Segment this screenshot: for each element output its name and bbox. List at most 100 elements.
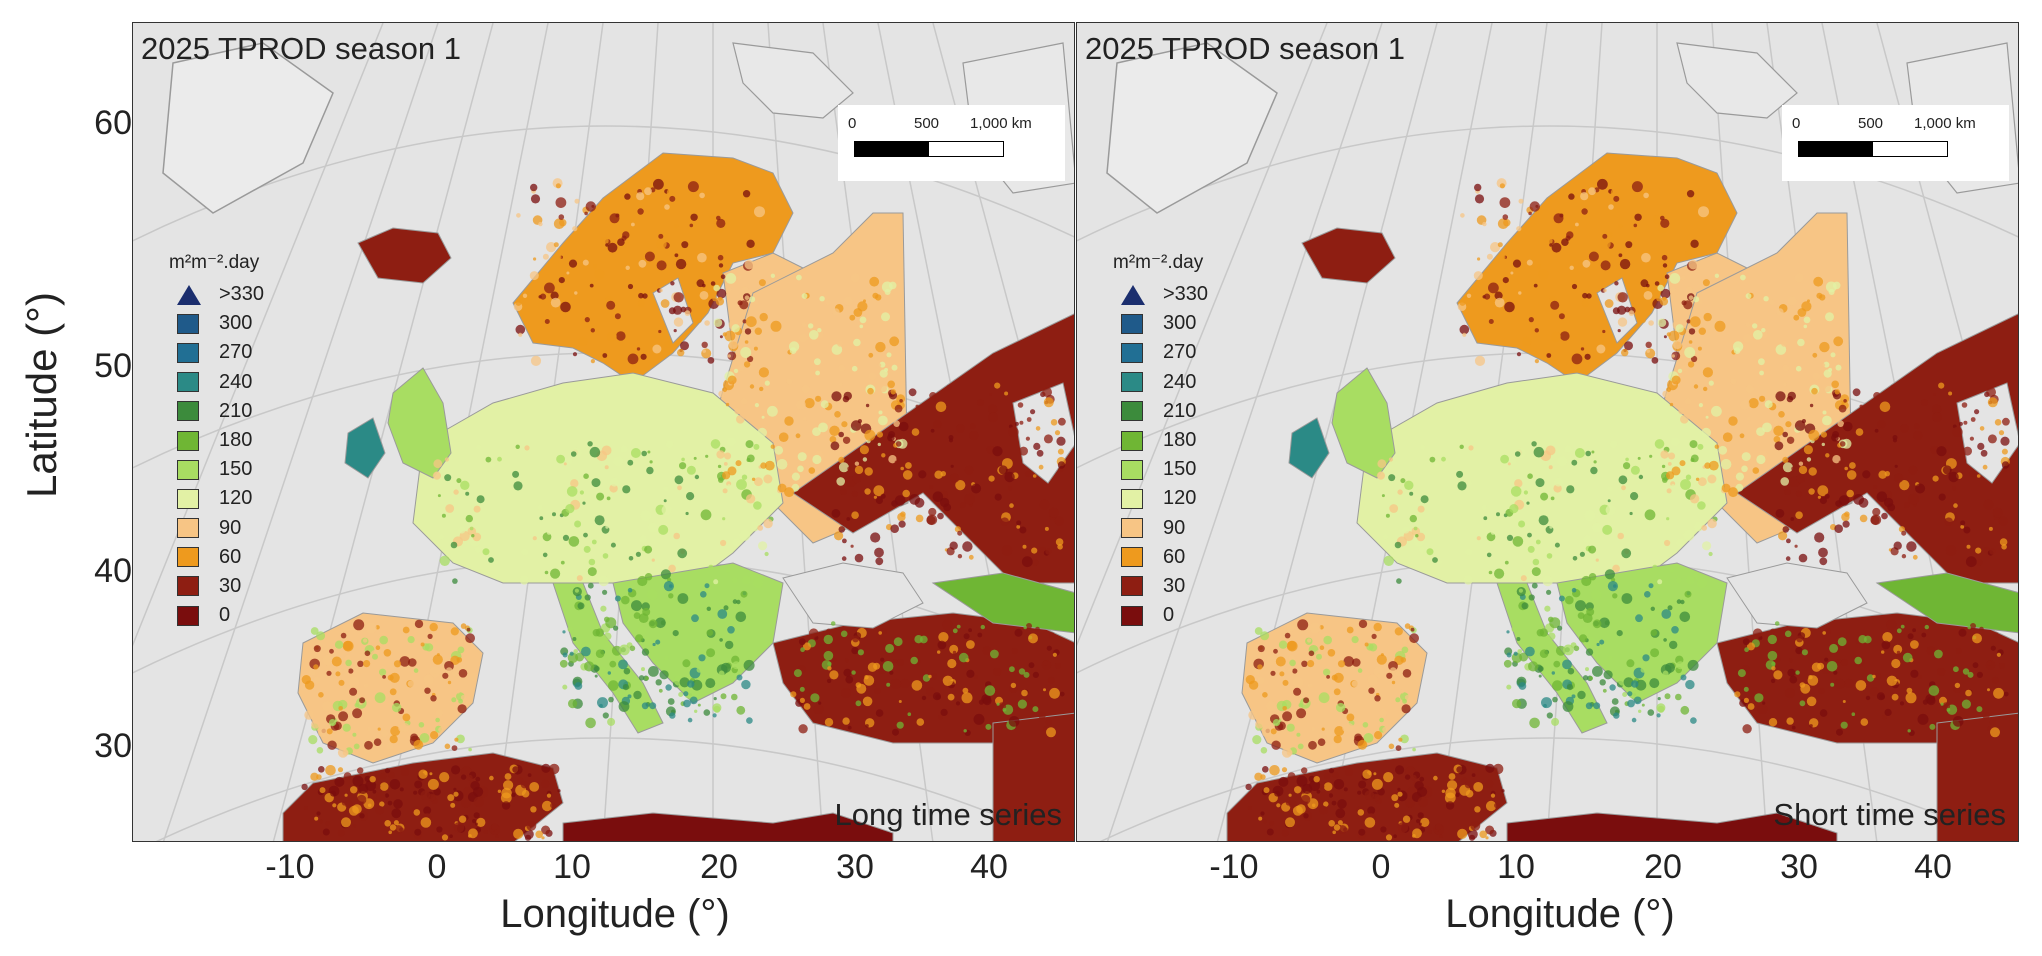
land-pixel	[1732, 341, 1744, 352]
land-pixel	[1459, 324, 1470, 335]
land-pixel	[1616, 630, 1623, 637]
land-pixel	[1917, 674, 1922, 679]
land-pixel	[1546, 353, 1552, 358]
land-pixel	[1607, 231, 1613, 238]
land-pixel	[539, 516, 544, 521]
land-pixel	[1819, 496, 1827, 505]
land-pixel	[744, 259, 755, 270]
land-pixel	[1397, 822, 1409, 833]
land-pixel	[1702, 541, 1712, 551]
land-pixel	[1785, 421, 1792, 428]
land-pixel	[681, 241, 689, 249]
land-pixel	[740, 398, 748, 405]
land-pixel	[1648, 583, 1654, 589]
land-pixel	[720, 539, 727, 547]
land-pixel	[892, 659, 898, 664]
land-pixel	[1281, 767, 1288, 773]
land-pixel	[501, 801, 511, 810]
land-pixel	[663, 581, 675, 592]
land-pixel	[511, 792, 516, 797]
land-pixel	[1358, 780, 1367, 789]
land-pixel	[793, 669, 802, 678]
land-pixel	[1376, 471, 1385, 480]
land-pixel	[1747, 703, 1755, 710]
land-pixel	[542, 552, 548, 558]
land-pixel	[402, 626, 410, 634]
land-pixel	[1665, 662, 1675, 673]
land-pixel	[1976, 706, 1983, 713]
legend-item: 300	[1121, 309, 1208, 338]
land-pixel	[899, 421, 909, 432]
land-pixel	[1657, 705, 1665, 713]
land-pixel	[1404, 797, 1416, 808]
land-pixel	[357, 767, 364, 774]
land-pixel	[915, 404, 919, 408]
land-pixel	[1514, 479, 1523, 488]
land-pixel	[1592, 619, 1602, 629]
land-pixel	[1623, 677, 1634, 688]
land-pixel	[367, 803, 372, 808]
land-pixel	[423, 674, 434, 685]
land-pixel	[1558, 313, 1565, 320]
land-pixel	[1976, 474, 1981, 478]
land-pixel	[978, 699, 985, 705]
land-pixel	[804, 398, 815, 409]
land-pixel	[1538, 674, 1542, 678]
land-pixel	[1872, 507, 1881, 517]
x-tick: 30	[836, 848, 874, 886]
land-pixel	[1460, 213, 1465, 218]
legend-item: 150	[177, 455, 264, 484]
legend-item: 270	[177, 338, 264, 367]
land-pixel	[1654, 439, 1665, 449]
libya-egypt-region	[562, 812, 894, 841]
land-pixel	[1649, 454, 1653, 458]
land-pixel	[898, 700, 902, 703]
land-pixel	[1928, 685, 1940, 696]
land-pixel	[1774, 621, 1780, 626]
land-pixel	[683, 691, 689, 697]
land-pixel	[588, 558, 596, 566]
land-pixel	[1497, 242, 1503, 248]
land-pixel	[642, 293, 648, 299]
land-pixel	[727, 354, 731, 358]
land-pixel	[1745, 293, 1752, 299]
land-pixel	[1464, 780, 1473, 789]
land-pixel	[1042, 726, 1048, 731]
land-pixel	[1391, 794, 1399, 802]
land-pixel	[1318, 692, 1330, 704]
land-pixel	[460, 797, 472, 808]
land-pixel	[1953, 666, 1959, 673]
land-pixel	[1824, 493, 1830, 499]
land-pixel	[1512, 699, 1522, 709]
land-pixel	[1562, 701, 1574, 712]
land-pixel	[541, 779, 550, 789]
land-pixel	[641, 702, 649, 710]
land-pixel	[1374, 695, 1381, 702]
land-pixel	[325, 765, 336, 776]
legend-item: 30	[1121, 572, 1208, 601]
land-pixel	[652, 344, 662, 354]
land-pixel	[1945, 545, 1957, 556]
land-pixel	[1670, 568, 1674, 573]
land-pixel	[602, 553, 609, 559]
land-pixel	[1829, 643, 1839, 653]
land-pixel	[602, 589, 608, 595]
x-tick: 0	[427, 848, 447, 886]
land-pixel	[973, 674, 978, 679]
land-pixel	[314, 816, 319, 821]
land-pixel	[1987, 397, 1998, 408]
land-pixel	[956, 624, 961, 629]
land-pixel	[1838, 404, 1847, 413]
land-pixel	[1962, 668, 1970, 675]
land-pixel	[1970, 623, 1976, 629]
x-ticks-right: -10 0 10 20 30 40	[1076, 848, 2019, 888]
land-pixel	[689, 696, 698, 705]
land-pixel	[1743, 697, 1749, 704]
land-pixel	[1541, 697, 1552, 709]
land-pixel	[326, 728, 333, 735]
land-pixel	[1838, 460, 1843, 465]
land-pixel	[691, 614, 699, 623]
land-pixel	[1506, 652, 1512, 658]
legend-label: 240	[219, 370, 253, 393]
land-pixel	[1471, 773, 1476, 777]
